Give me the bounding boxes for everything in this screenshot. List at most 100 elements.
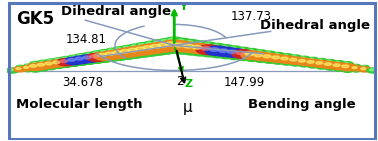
Circle shape (338, 64, 357, 71)
Circle shape (214, 47, 239, 57)
Circle shape (335, 61, 340, 63)
Circle shape (90, 55, 99, 58)
Circle shape (153, 41, 160, 43)
Circle shape (239, 56, 245, 58)
Circle shape (327, 60, 331, 62)
Circle shape (83, 56, 91, 59)
Circle shape (352, 64, 360, 68)
Circle shape (228, 46, 242, 52)
Circle shape (98, 53, 106, 57)
Circle shape (138, 44, 164, 54)
Circle shape (342, 62, 353, 66)
Circle shape (193, 50, 208, 56)
Circle shape (136, 43, 151, 49)
Circle shape (318, 66, 322, 67)
Circle shape (195, 42, 201, 44)
Circle shape (154, 50, 160, 53)
Circle shape (79, 55, 100, 62)
Circle shape (245, 52, 254, 56)
Circle shape (61, 63, 72, 67)
Circle shape (342, 65, 349, 68)
Circle shape (265, 52, 271, 54)
Circle shape (307, 57, 319, 62)
Circle shape (53, 61, 60, 64)
Circle shape (254, 54, 262, 57)
Circle shape (286, 57, 305, 64)
Circle shape (281, 57, 288, 60)
Circle shape (108, 49, 113, 51)
Circle shape (354, 65, 357, 66)
Circle shape (363, 66, 366, 67)
Circle shape (143, 41, 159, 47)
Circle shape (284, 61, 288, 63)
Circle shape (38, 67, 48, 71)
Circle shape (78, 62, 82, 63)
Circle shape (210, 43, 225, 49)
Circle shape (146, 42, 152, 45)
Circle shape (17, 66, 21, 67)
Circle shape (159, 48, 174, 54)
Circle shape (153, 41, 180, 52)
Circle shape (333, 64, 340, 66)
Circle shape (105, 48, 120, 54)
Circle shape (30, 61, 41, 66)
Circle shape (219, 45, 234, 50)
Circle shape (295, 58, 314, 65)
Circle shape (301, 57, 305, 59)
Circle shape (327, 67, 331, 68)
Circle shape (166, 37, 183, 44)
Circle shape (32, 62, 36, 64)
Circle shape (274, 60, 279, 62)
Circle shape (129, 53, 143, 58)
Circle shape (369, 69, 375, 71)
Circle shape (201, 51, 216, 57)
Circle shape (37, 63, 45, 66)
Circle shape (105, 52, 114, 55)
Circle shape (174, 38, 192, 45)
Circle shape (116, 48, 121, 50)
Circle shape (316, 62, 323, 64)
Circle shape (169, 38, 175, 41)
Circle shape (50, 60, 68, 67)
Circle shape (98, 49, 112, 55)
Circle shape (166, 42, 176, 46)
Circle shape (350, 66, 363, 71)
Circle shape (78, 55, 82, 56)
Circle shape (231, 55, 236, 57)
Circle shape (213, 53, 218, 55)
Circle shape (344, 69, 348, 70)
Circle shape (57, 59, 76, 66)
Text: GK5: GK5 (16, 10, 54, 28)
Circle shape (64, 57, 84, 65)
Circle shape (75, 57, 83, 60)
Circle shape (263, 59, 276, 63)
Circle shape (259, 53, 280, 61)
Circle shape (218, 49, 228, 52)
Text: 147.99: 147.99 (223, 76, 265, 89)
Circle shape (68, 62, 80, 66)
Circle shape (108, 57, 113, 59)
Circle shape (325, 66, 336, 70)
Circle shape (128, 48, 137, 52)
Circle shape (230, 47, 236, 49)
Circle shape (237, 56, 250, 60)
Circle shape (121, 54, 135, 59)
Circle shape (162, 49, 167, 51)
Circle shape (113, 47, 128, 52)
Circle shape (187, 50, 193, 52)
Circle shape (257, 59, 262, 60)
Circle shape (90, 51, 104, 56)
Circle shape (150, 44, 161, 48)
Circle shape (201, 47, 211, 50)
Circle shape (195, 51, 201, 53)
Circle shape (196, 45, 222, 55)
Circle shape (131, 45, 137, 47)
Circle shape (318, 59, 322, 61)
Circle shape (55, 59, 59, 60)
Circle shape (169, 41, 197, 52)
Circle shape (16, 68, 21, 70)
Circle shape (150, 40, 167, 46)
Circle shape (241, 51, 263, 60)
Circle shape (138, 44, 144, 46)
Circle shape (213, 44, 218, 47)
